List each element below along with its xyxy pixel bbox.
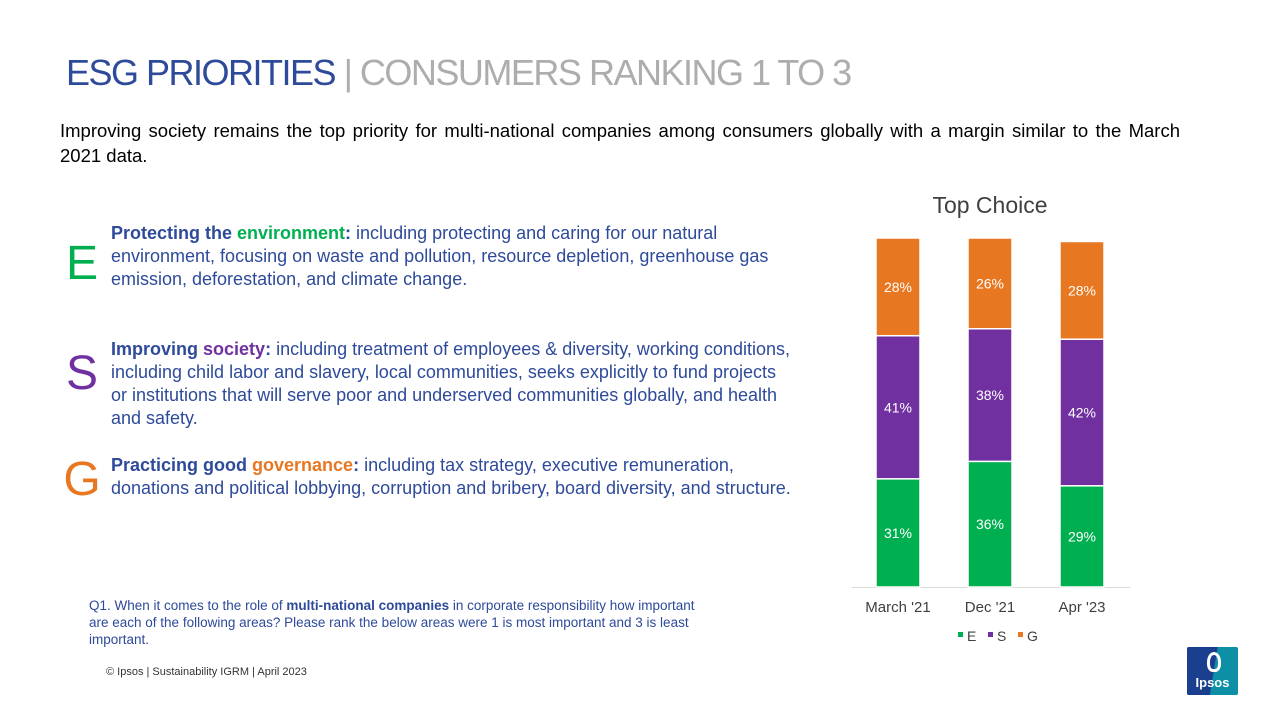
data-label: 28% <box>884 279 912 295</box>
footer-copyright: © Ipsos | Sustainability IGRM | April 20… <box>106 666 307 678</box>
ipsos-logo: Ipsos <box>1187 647 1238 695</box>
chart-title: Top Choice <box>932 192 1048 218</box>
lead-colon: : <box>345 223 352 243</box>
bar-segment <box>967 327 1013 463</box>
esg-society-text: Improving society: including treatment o… <box>111 338 791 430</box>
x-tick-label: Apr '23 <box>1058 599 1105 616</box>
logo-mark <box>1207 652 1221 672</box>
data-label: 31% <box>884 525 912 541</box>
esg-environment-text: Protecting the environment: including pr… <box>111 222 791 291</box>
keyword-governance: governance <box>252 455 354 475</box>
lead-colon: : <box>353 455 360 475</box>
lead-prefix: Protecting the <box>111 223 238 243</box>
title-separator: | <box>335 52 360 93</box>
bar-segment <box>967 460 1013 588</box>
data-label: 42% <box>1068 405 1096 421</box>
data-label: 38% <box>976 387 1004 403</box>
data-label: 29% <box>1068 528 1096 544</box>
lead-prefix: Practicing good <box>111 455 253 475</box>
body-text: including protecting and caring for our … <box>111 223 769 289</box>
legend-swatch <box>958 632 963 637</box>
data-label: 36% <box>976 516 1004 532</box>
stacked-bar-chart: 31% 41% 28% March '21 36% 38% 26% Dec '21 29% 42%… <box>852 237 1130 644</box>
lead-colon: : <box>265 339 272 359</box>
keyword-society: society <box>203 339 266 359</box>
data-label: 41% <box>884 399 912 415</box>
data-label: 26% <box>976 275 1004 291</box>
question-prefix: Q1. When it comes to the role of <box>89 598 287 613</box>
intro-text: Improving society remains the top priori… <box>60 120 1180 166</box>
esg-governance-text: Practicing good governance: including ta… <box>111 454 791 500</box>
body-text: including tax strategy, executive remune… <box>111 455 791 498</box>
keyword-environment: environment <box>237 223 346 243</box>
body-text: including treatment of employees & diver… <box>111 339 790 428</box>
bar-segment <box>1059 240 1105 340</box>
x-tick-label: March '21 <box>865 599 930 616</box>
question-bold: multi-national companies <box>286 598 450 613</box>
x-tick-label: Dec '21 <box>965 599 1015 616</box>
legend-label: E <box>967 628 976 644</box>
bar-segment <box>875 237 921 337</box>
survey-question: Q1. When it comes to the role of multi-n… <box>89 597 709 648</box>
legend-swatch <box>988 632 993 637</box>
bar-segment <box>1059 338 1105 487</box>
esg-letter-e: E <box>65 237 98 290</box>
title-subtitle: CONSUMERS RANKING 1 TO 3 <box>359 52 852 93</box>
bar-segment <box>875 334 921 480</box>
esg-letter-s: S <box>65 347 98 400</box>
page-title: ESG PRIORITIES | CONSUMERS RANKING 1 TO … <box>66 52 852 94</box>
title-main: ESG PRIORITIES <box>66 52 337 93</box>
legend-label: G <box>1027 628 1038 644</box>
esg-letter-g: G <box>63 453 101 506</box>
legend-label: S <box>997 628 1006 644</box>
bar-segment <box>967 237 1013 330</box>
lead-prefix: Improving <box>111 339 204 359</box>
question-suffix: in corporate responsibility how importan… <box>89 598 695 647</box>
data-label: 28% <box>1068 282 1096 298</box>
bar-segment <box>1059 485 1105 588</box>
logo-wordmark: Ipsos <box>1195 675 1230 690</box>
legend-swatch <box>1018 632 1023 637</box>
